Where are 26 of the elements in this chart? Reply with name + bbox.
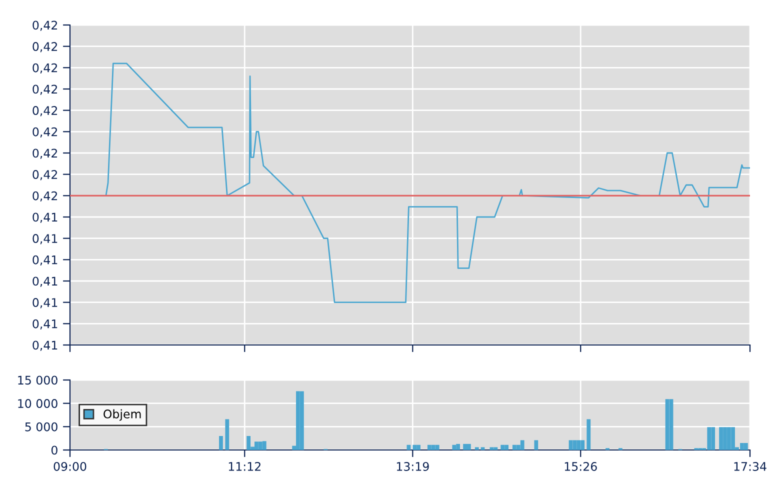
x-tick-label: 11:12: [228, 462, 260, 471]
x-tick-label: 09:00: [54, 462, 86, 471]
y-tick-label: 0,42: [32, 42, 58, 52]
y-tick-label: 0,42: [32, 106, 58, 116]
y-tick-label: 0,41: [32, 276, 58, 287]
y-tick-label: 15 000: [18, 376, 58, 385]
y-tick-label: 0,41: [32, 212, 58, 223]
legend-label: Objem: [104, 409, 141, 421]
y-tick-label: 0,41: [32, 298, 58, 308]
y-tick-label: 0,41: [32, 319, 58, 330]
y-tick-label: 0,42: [32, 148, 58, 159]
y-tick-label: 0,41: [32, 340, 58, 351]
y-tick-label: 0,42: [32, 84, 58, 95]
x-tick-label: 15:26: [564, 462, 597, 471]
y-tick-label: 0,42: [32, 191, 58, 202]
x-tick-label: 13:19: [396, 462, 429, 471]
x-tick-label: 17:34: [734, 462, 766, 471]
y-tick-label: 0,42: [32, 20, 58, 31]
y-tick-label: 0: [51, 446, 58, 455]
y-tick-label: 10 000: [18, 399, 58, 408]
y-tick-label: 0,42: [32, 63, 58, 74]
y-tick-label: 0,41: [32, 234, 58, 244]
y-tick-label: 0,42: [32, 170, 58, 180]
y-tick-label: 5 000: [25, 422, 58, 432]
y-tick-label: 0,41: [32, 255, 58, 266]
y-tick-label: 0,42: [32, 127, 58, 138]
